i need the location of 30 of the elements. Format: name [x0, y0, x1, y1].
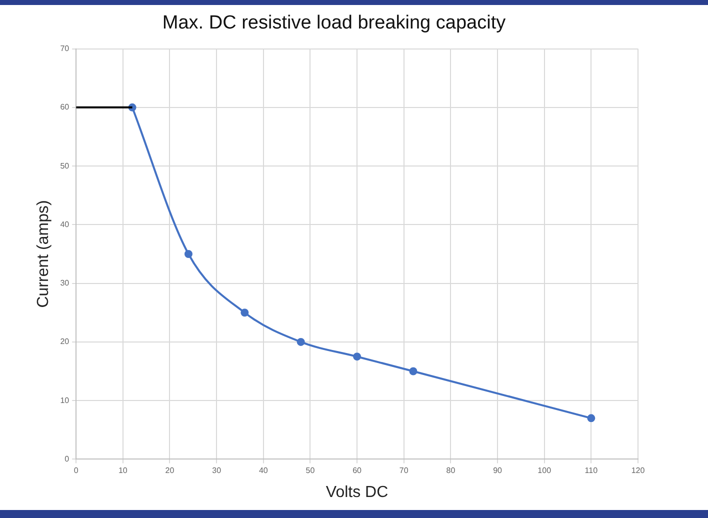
y-tick-label: 70: [60, 44, 70, 54]
x-tick-label: 40: [258, 466, 268, 476]
x-tick-label: 50: [306, 466, 316, 476]
x-tick-label: 80: [446, 466, 456, 476]
point: [296, 338, 305, 346]
x-tick-label: 0: [74, 466, 79, 476]
x-tick-label: 100: [538, 466, 552, 476]
y-tick-label: 30: [60, 278, 70, 288]
x-tick-label: 10: [118, 466, 128, 476]
y-tick-label: 60: [60, 102, 70, 112]
point: [240, 308, 249, 317]
x-tick-label: 90: [493, 466, 503, 476]
x-tick-label: 20: [165, 466, 175, 476]
x-tick-label: 110: [584, 466, 598, 476]
y-tick-label: 50: [60, 161, 70, 170]
y-tick-label: 10: [60, 396, 70, 405]
y-tick-label: 0: [64, 454, 70, 464]
x-tick-label: 70: [399, 466, 409, 476]
y-axis-title: Current (amps): [35, 200, 52, 308]
point: [184, 250, 192, 258]
point: [353, 352, 362, 361]
y-tick-label: 40: [60, 220, 70, 229]
chart-title: Max. DC resistive load breaking capacity: [162, 12, 506, 34]
point: [409, 367, 418, 376]
x-tick-label: 120: [631, 466, 646, 476]
y-tick-label: 20: [60, 337, 70, 346]
x-tick-label: 60: [352, 466, 362, 476]
point: [587, 414, 596, 422]
x-tick-label: 30: [212, 466, 222, 476]
x-axis-title: Volts DC: [326, 484, 388, 501]
